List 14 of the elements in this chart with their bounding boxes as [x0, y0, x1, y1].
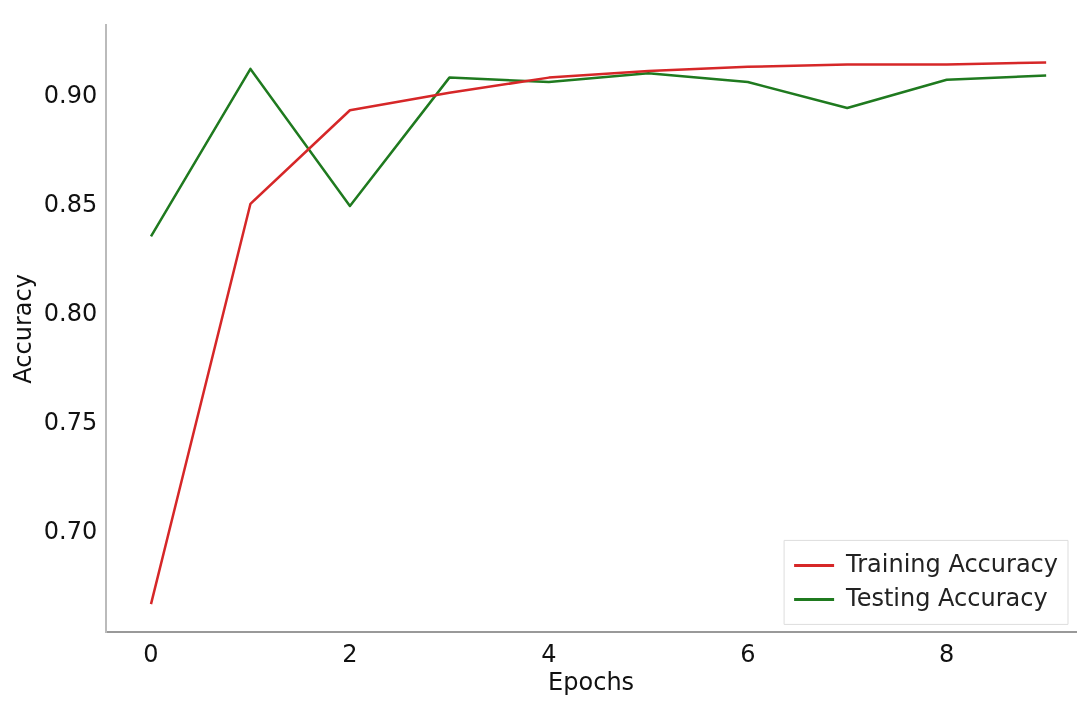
x-tick-label: 4	[541, 640, 557, 669]
y-tick-label: 0.80	[43, 298, 98, 327]
x-tick-label: 2	[342, 640, 358, 669]
y-axis-title: Accuracy	[8, 274, 37, 384]
y-tick-label: 0.70	[43, 516, 98, 545]
legend-label: Testing Accuracy	[845, 583, 1048, 612]
x-tick-label: 8	[939, 640, 955, 669]
y-tick-label: 0.75	[43, 407, 98, 436]
x-tick-label: 0	[143, 640, 159, 669]
x-axis-title: Epochs	[548, 667, 635, 696]
legend-label: Training Accuracy	[845, 549, 1059, 578]
y-tick-label: 0.85	[43, 190, 98, 219]
y-tick-label: 0.90	[43, 81, 98, 110]
x-tick-label: 6	[740, 640, 756, 669]
